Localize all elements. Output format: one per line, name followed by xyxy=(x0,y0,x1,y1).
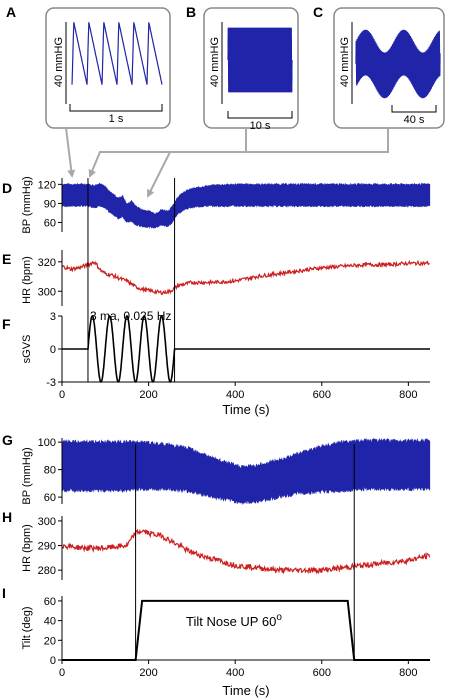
panel-d-ytick-label: 90 xyxy=(44,198,56,210)
panel-label-i: I xyxy=(2,585,6,601)
panel-g-band xyxy=(61,437,431,506)
inset-b-ylabel: 40 mmHG xyxy=(209,37,221,87)
panel-i-xtick-label: 600 xyxy=(313,667,331,679)
panel-h-hr-plot: 280 290 300 xyxy=(38,516,431,580)
inset-a-plot xyxy=(71,22,163,85)
panel-f-ylabel: sGVS xyxy=(21,335,33,364)
panel-label-e: E xyxy=(2,251,11,267)
panel-g-ylabel: BP (mmHg) xyxy=(21,447,33,504)
panel-i-xtick-label: 800 xyxy=(399,667,417,679)
panel-i-xtick-label: 0 xyxy=(59,667,65,679)
panel-g-bp-plot: 60 80 100 xyxy=(38,437,431,506)
panel-f-xtick-label: 400 xyxy=(226,389,244,401)
panel-f-ytick-label: -3 xyxy=(46,377,56,389)
panel-i-ytick-label: 40 xyxy=(44,616,56,628)
panel-label-h: H xyxy=(2,509,12,525)
panel-e-series xyxy=(61,259,430,296)
panel-label-f: F xyxy=(2,316,11,332)
inset-a-scale-label: 1 s xyxy=(109,113,124,125)
panel-f-xtick-label: 200 xyxy=(139,389,157,401)
inset-a-ylabel: 40 mmHG xyxy=(53,37,65,87)
panel-g-ytick-label: 80 xyxy=(44,465,56,477)
inset-b-scale-label: 10 s xyxy=(250,120,271,132)
panel-i-ytick-label: 20 xyxy=(44,635,56,647)
panel-i-tilt-trace xyxy=(62,599,430,661)
panel-f-xlabel: Time (s) xyxy=(222,402,269,417)
panel-f-xtick-label: 600 xyxy=(313,389,331,401)
panel-h-ytick-label: 290 xyxy=(38,541,56,553)
inset-c-hbar xyxy=(391,105,437,113)
panel-e-hr-plot: 300 320 xyxy=(38,250,430,306)
panel-d-ylabel: BP (mmHg) xyxy=(21,176,33,233)
panel-i-xlabel: Time (s) xyxy=(222,683,269,698)
panel-h-ylabel: HR (bpm) xyxy=(21,524,33,572)
panel-label-a: A xyxy=(6,4,16,20)
panel-e-ytick-label: 320 xyxy=(38,257,56,269)
panel-f-xtick-label: 800 xyxy=(399,389,417,401)
panel-d-ytick-label: 120 xyxy=(38,179,56,191)
panel-f-xtick-label: 0 xyxy=(59,389,65,401)
inset-c-plot xyxy=(355,29,441,99)
panel-g-ytick-label: 60 xyxy=(44,492,56,504)
panel-label-c: C xyxy=(313,4,323,20)
panel-i-xtick-label: 400 xyxy=(226,667,244,679)
panel-f-ytick-label: 0 xyxy=(50,344,56,356)
panel-d-ytick-label: 60 xyxy=(44,217,56,229)
inset-c-scale-label: 40 s xyxy=(404,114,425,126)
inset-a-trace xyxy=(71,22,163,85)
panel-h-series xyxy=(61,528,431,575)
connector-a xyxy=(65,127,76,178)
panel-label-d: D xyxy=(2,180,12,196)
panel-f-sgvs-wave xyxy=(62,315,430,383)
panel-d-band xyxy=(61,182,431,230)
panel-i-xtick-label: 200 xyxy=(139,667,157,679)
panel-i-annotation: Tilt Nose UP 60o xyxy=(186,612,282,629)
connector-c xyxy=(147,128,389,198)
panel-i-annotation-sup: o xyxy=(276,612,282,623)
inset-c-trace xyxy=(355,29,441,99)
panel-i-ytick-label: 60 xyxy=(44,596,56,608)
inset-b-hbar xyxy=(227,111,293,119)
panel-i-annotation-text: Tilt Nose UP 60 xyxy=(186,614,276,629)
inset-b-plot xyxy=(227,27,293,93)
panel-f-annotation: 3 ma, 0.025 Hz xyxy=(90,309,171,323)
panel-i-ylabel: Tilt (deg) xyxy=(21,607,33,650)
inset-a-hbar xyxy=(69,104,163,112)
inset-b-trace xyxy=(227,27,293,93)
panel-label-b: B xyxy=(186,4,196,20)
panel-e-ytick-label: 300 xyxy=(38,286,56,298)
panel-e-ylabel: HR (bpm) xyxy=(21,256,33,304)
panel-i-ytick-label: 0 xyxy=(50,655,56,667)
panel-g-ytick-label: 100 xyxy=(38,437,56,449)
panel-h-ytick-label: 300 xyxy=(38,516,56,528)
panel-f-ytick-label: 3 xyxy=(50,311,56,323)
panel-label-g: G xyxy=(2,432,13,448)
panel-d-bp-plot: 60 90 120 xyxy=(38,178,431,232)
panel-h-ytick-label: 280 xyxy=(38,565,56,577)
inset-c-ylabel: 40 mmHG xyxy=(339,37,351,87)
